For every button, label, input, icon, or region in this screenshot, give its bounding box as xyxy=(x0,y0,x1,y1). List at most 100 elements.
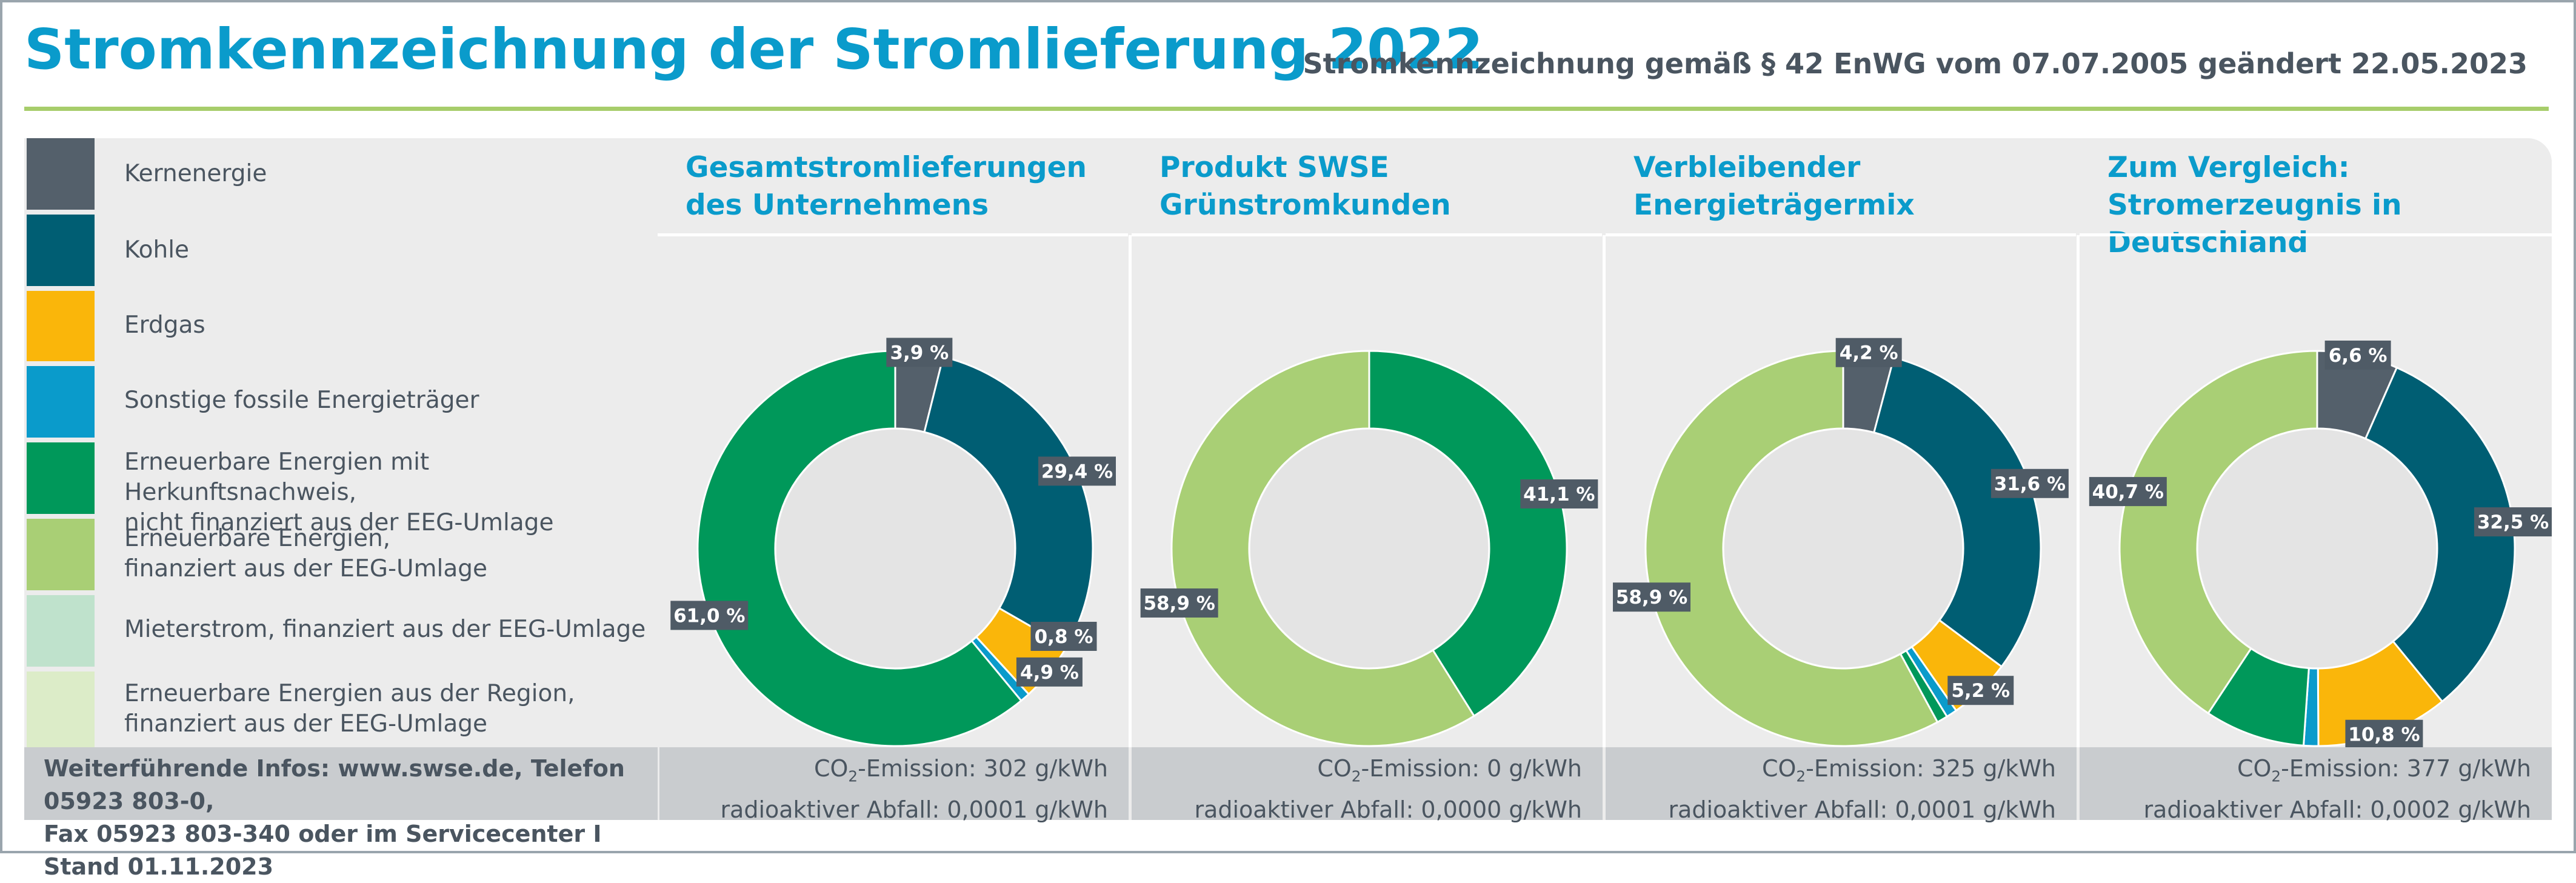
radioactive-waste: radioaktiver Abfall: 0,0002 g/kWh xyxy=(2143,796,2531,823)
data-label-text: 3,9 % xyxy=(890,342,949,364)
legend-label: Erneuerbare Energien aus der Region, fin… xyxy=(124,680,575,738)
legend-item-sonstige: Sonstige fossile Energieträger xyxy=(24,366,658,438)
data-label-text: 10,8 % xyxy=(2348,724,2420,746)
slice-erneuerbare-energien-mit-herkunftsnachweis-nicht-finanziert-aus-der-eeg-umlage xyxy=(1368,350,1568,718)
data-label-text: 61,0 % xyxy=(673,605,745,627)
legend-item-kernenergie: Kernenergie xyxy=(24,138,658,210)
donut-chart-deutschland: 6,6 %32,5 %10,8 %1,2 %8,2 %40,7 % xyxy=(2089,340,2552,747)
column-divider xyxy=(658,233,1128,236)
donut-hole xyxy=(1724,430,1962,667)
donut-slices xyxy=(2118,350,2516,747)
donut-labels: 4,2 %31,6 %5,2 %0,9 %0,9 %58,9 % xyxy=(1613,338,2069,705)
co2-emission: CO2-Emission: 325 g/kWh xyxy=(1761,755,2056,785)
co2-emission: CO2-Emission: 302 g/kWh xyxy=(813,755,1108,785)
radioactive-waste: radioaktiver Abfall: 0,0001 g/kWh xyxy=(1668,796,2056,823)
legend-item-mieterstrom: Mieterstrom, finanziert aus der EEG-Umla… xyxy=(24,595,658,667)
radioactive-waste: radioaktiver Abfall: 0,0000 g/kWh xyxy=(1194,796,1582,823)
chart-title: Zum Vergleich: Stromerzeugnis in Deutsch… xyxy=(2107,151,2402,259)
legend-item-erdgas: Erdgas xyxy=(24,291,658,361)
legend-swatch xyxy=(27,595,95,667)
data-label: 61,0 % xyxy=(670,601,749,630)
footer-emission-produkt: CO2-Emission: 0 g/kWh radioaktiver Abfal… xyxy=(1132,747,1603,823)
page-title: Stromkennzeichnung der Stromlieferung 20… xyxy=(24,17,1484,82)
slice-kohle xyxy=(1872,356,2042,668)
chart-title: Verbleibender Energieträgermix xyxy=(1633,151,1915,222)
data-label-text: 41,1 % xyxy=(1523,484,1595,505)
legend-label: Mieterstrom, finanziert aus der EEG-Umla… xyxy=(124,616,646,643)
legend-swatch xyxy=(27,215,95,286)
legend-item-erneuerbar-eeg: Erneuerbare Energien, finanziert aus der… xyxy=(24,519,658,590)
donut-labels: 6,6 %32,5 %10,8 %1,2 %8,2 %40,7 % xyxy=(2089,340,2552,747)
column-divider xyxy=(1603,235,1606,747)
chart-title: Gesamtstromlieferungen des Unternehmens xyxy=(686,151,1087,222)
slice-kohle xyxy=(2364,366,2516,703)
legend-label: Sonstige fossile Energieträger xyxy=(124,387,479,414)
data-label-text: 58,9 % xyxy=(1143,593,1215,615)
legend-item-erneuerbar-hkn: Erneuerbare Energien mit Herkunftsnachwe… xyxy=(24,442,658,536)
slice-erneuerbare-energien-finanziert-aus-der-eeg-umlage xyxy=(1170,350,1476,747)
legend-label: Kernenergie xyxy=(124,160,267,187)
data-label: 10,8 % xyxy=(2345,719,2423,747)
chart-column-verbleibend: Verbleibender Energieträgermix 4,2 % 31,6… xyxy=(1606,138,2076,747)
footer-emission-verbleibend: CO2-Emission: 325 g/kWh radioaktiver Abf… xyxy=(1606,747,2077,823)
donut-chart-verbleibend: 4,2 %31,6 %5,2 %0,9 %0,9 %58,9 % xyxy=(1613,338,2069,747)
data-label-text: 31,6 % xyxy=(1994,473,2066,495)
column-divider xyxy=(1132,233,1602,236)
legend-swatch xyxy=(27,442,95,514)
donut-labels: 3,9 % 29,4 % 4,9 % 0,8 % 61,0 % xyxy=(670,338,1116,687)
legend-label: Erneuerbare Energien mit Herkunftsnachwe… xyxy=(124,448,554,536)
data-label: 41,1 % xyxy=(1520,479,1598,509)
co2-emission: CO2-Emission: 0 g/kWh xyxy=(1317,755,1582,785)
legend-item-region: Erneuerbare Energien aus der Region, fin… xyxy=(24,671,658,747)
header-divider xyxy=(24,107,2549,111)
donut-hole xyxy=(776,430,1014,667)
data-label-text: 40,7 % xyxy=(2092,481,2164,503)
footer-info-text: Weiterführende Infos: www.swse.de, Telef… xyxy=(44,752,658,883)
chart-title: Produkt SWSE Grünstromkunden xyxy=(1160,151,1451,222)
data-label-text: 4,2 % xyxy=(1840,342,1898,364)
donut-chart-gesamt: 3,9 % 29,4 % 4,9 % 0,8 % 61,0 % xyxy=(670,338,1116,747)
slice-erneuerbare-energien-finanziert-aus-der-eeg-umlage xyxy=(1644,350,1939,747)
footer-info: Weiterführende Infos: www.swse.de, Telef… xyxy=(24,747,658,880)
data-label-text: 32,5 % xyxy=(2477,511,2549,533)
legend-swatch xyxy=(27,671,95,747)
legend-label: Erneuerbare Energien, finanziert aus der… xyxy=(124,525,488,582)
co2-emission: CO2-Emission: 377 g/kWh xyxy=(2237,755,2531,785)
data-label: 31,6 % xyxy=(1990,468,2069,498)
footer-emission-gesamt: CO2-Emission: 302 g/kWh radioaktiver Abf… xyxy=(659,747,1129,823)
footer-info-line1: Weiterführende Infos: www.swse.de, Telef… xyxy=(44,755,625,815)
page-subtitle: Stromkennzeichnung gemäß § 42 EnWG vom 0… xyxy=(1303,47,2528,80)
donut-slices xyxy=(1170,350,1568,747)
donut-hole xyxy=(2198,430,2436,667)
donut-chart-produkt: 41,1 % 58,9 % xyxy=(1140,350,1598,747)
data-label-text: 58,9 % xyxy=(1616,587,1687,608)
data-label: 32,5 % xyxy=(2474,507,2552,537)
data-label-text: 29,4 % xyxy=(1041,461,1113,482)
chart-column-gesamt: Gesamtstromlieferungen des Unternehmens … xyxy=(658,138,1128,747)
chart-column-deutschland: Zum Vergleich: Stromerzeugnis in Deutsch… xyxy=(2080,138,2552,747)
footer-info-line2: Fax 05923 803-340 oder im Servicecenter … xyxy=(44,821,602,880)
legend: Kernenergie Kohle Erdgas Sonstige fossil… xyxy=(24,138,658,747)
data-label: 6,6 % xyxy=(2324,340,2391,370)
data-label: 4,9 % xyxy=(1016,657,1083,687)
data-label-text: 6,6 % xyxy=(2329,345,2387,367)
column-divider xyxy=(2077,235,2080,747)
legend-label: Kohle xyxy=(124,236,190,264)
donut-hole xyxy=(1250,430,1488,667)
data-label: 40,7 % xyxy=(2089,477,2167,507)
data-label: 3,9 % xyxy=(886,338,953,367)
column-divider xyxy=(1606,233,2076,236)
slice-erneuerbare-energien-finanziert-aus-der-eeg-umlage xyxy=(2118,350,2318,715)
radioactive-waste: radioaktiver Abfall: 0,0001 g/kWh xyxy=(720,796,1108,823)
legend-label: Erdgas xyxy=(124,312,205,339)
legend-swatch xyxy=(27,291,95,361)
data-label: 58,9 % xyxy=(1140,588,1218,618)
donut-labels: 41,1 % 58,9 % xyxy=(1140,479,1598,618)
column-divider xyxy=(2080,233,2552,236)
data-label-text: 4,9 % xyxy=(1020,662,1079,684)
slice-erneuerbare-energien-mit-herkunftsnachweis-nicht-finanziert-aus-der-eeg-umlage xyxy=(696,350,1023,747)
donut-slices xyxy=(1644,350,2042,747)
footer-emission-deutschland: CO2-Emission: 377 g/kWh radioaktiver Abf… xyxy=(2080,747,2552,823)
data-label: 29,4 % xyxy=(1038,456,1116,486)
data-label: 58,9 % xyxy=(1613,582,1691,612)
